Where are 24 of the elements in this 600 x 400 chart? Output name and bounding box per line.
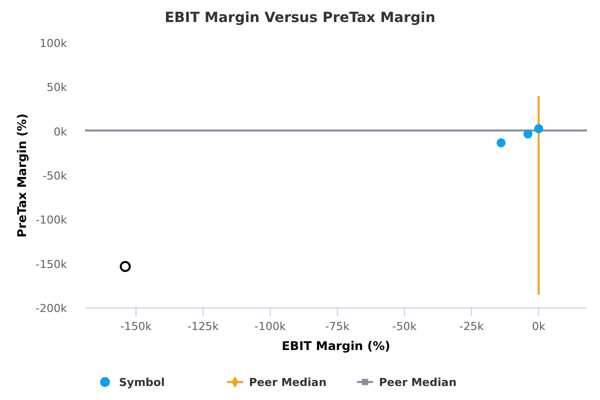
y-tick-label: -100k <box>36 214 68 227</box>
legend-label: Peer Median <box>379 376 457 389</box>
point <box>523 129 532 138</box>
x-axis-title: EBIT Margin (%) <box>282 339 390 353</box>
x-tick-label: 0k <box>532 320 546 333</box>
legend-label: Peer Median <box>249 376 327 389</box>
x-tick-label: -150k <box>120 320 152 333</box>
y-axis-title: PreTax Margin (%) <box>15 114 29 238</box>
y-tick-label: 100k <box>40 37 68 50</box>
chart-title: EBIT Margin Versus PreTax Margin <box>164 10 436 26</box>
point <box>496 138 506 148</box>
point <box>120 260 131 272</box>
x-tick-label: -125k <box>187 320 220 333</box>
x-tick-label: -25k <box>459 320 484 333</box>
x-tick-label: -50k <box>392 320 418 333</box>
y-tick-label: 50k <box>46 81 68 94</box>
y-tick-label: -150k <box>36 258 68 271</box>
x-tick-label: -100k <box>254 320 287 333</box>
y-tick-label: 0k <box>54 125 68 138</box>
legend-label: Symbol <box>119 376 165 389</box>
y-tick-label: -50k <box>42 170 68 182</box>
x-tick-label: -75k <box>325 320 350 333</box>
point <box>534 124 544 134</box>
y-tick-label: -200k <box>36 302 68 315</box>
